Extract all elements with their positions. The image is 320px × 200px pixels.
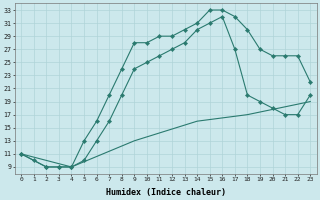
X-axis label: Humidex (Indice chaleur): Humidex (Indice chaleur): [106, 188, 226, 197]
